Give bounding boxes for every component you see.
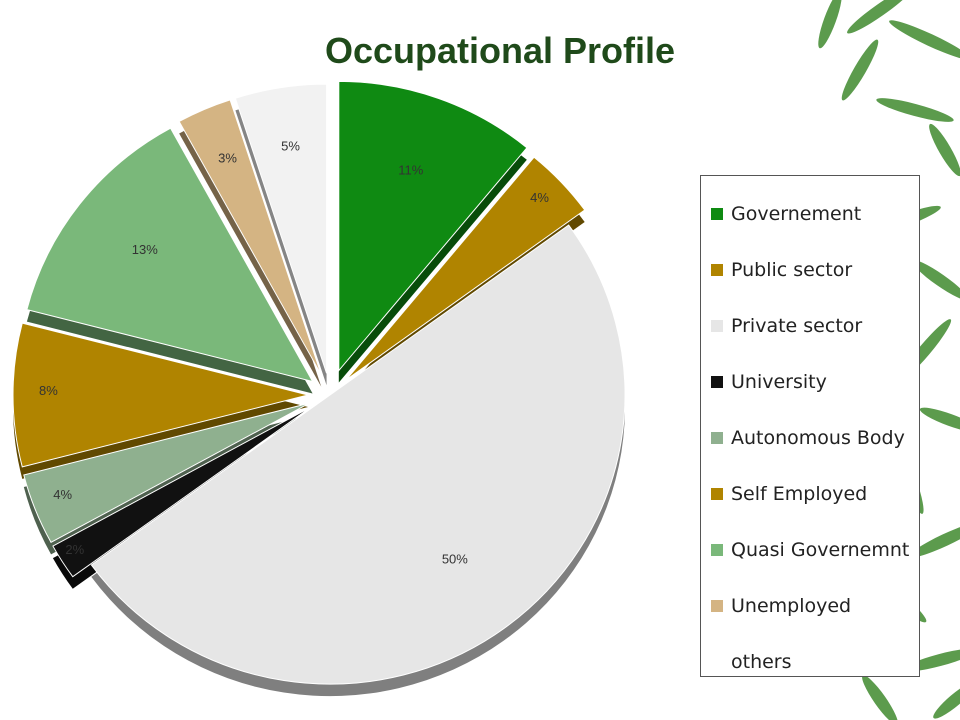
legend-swatch	[711, 264, 723, 276]
legend-label: Unemployed	[731, 595, 851, 617]
legend-swatch	[711, 432, 723, 444]
legend-swatch	[711, 488, 723, 500]
legend-item: Private sector	[711, 298, 919, 354]
legend-item: others	[711, 634, 919, 690]
legend-item: University	[711, 354, 919, 410]
legend-item: Quasi Governemnt	[711, 522, 919, 578]
slice-label: 2%	[65, 542, 84, 557]
legend-swatch	[711, 320, 723, 332]
legend-swatch	[711, 656, 723, 668]
slice-label: 5%	[281, 139, 300, 154]
legend-label: Quasi Governemnt	[731, 539, 909, 561]
slice-label: 4%	[530, 190, 549, 205]
legend: Governement Public sector Private sector Un…	[700, 175, 920, 677]
slice-label: 50%	[442, 551, 468, 566]
legend-item: Unemployed	[711, 578, 919, 634]
slice-label: 3%	[218, 151, 237, 166]
legend-item: Autonomous Body	[711, 410, 919, 466]
legend-swatch	[711, 544, 723, 556]
legend-swatch	[711, 600, 723, 612]
slice-label: 8%	[39, 383, 58, 398]
legend-label: Private sector	[731, 315, 862, 337]
legend-label: Governement	[731, 203, 861, 225]
legend-label: Self Employed	[731, 483, 867, 505]
slice-label: 4%	[53, 487, 72, 502]
legend-item: Governement	[711, 186, 919, 242]
legend-label: Autonomous Body	[731, 427, 905, 449]
legend-swatch	[711, 376, 723, 388]
legend-swatch	[711, 208, 723, 220]
legend-label: University	[731, 371, 827, 393]
legend-item: Self Employed	[711, 466, 919, 522]
legend-label: others	[731, 651, 792, 673]
slice-label: 13%	[132, 242, 158, 257]
slice-label: 11%	[398, 163, 423, 178]
legend-label: Public sector	[731, 259, 852, 281]
legend-item: Public sector	[711, 242, 919, 298]
